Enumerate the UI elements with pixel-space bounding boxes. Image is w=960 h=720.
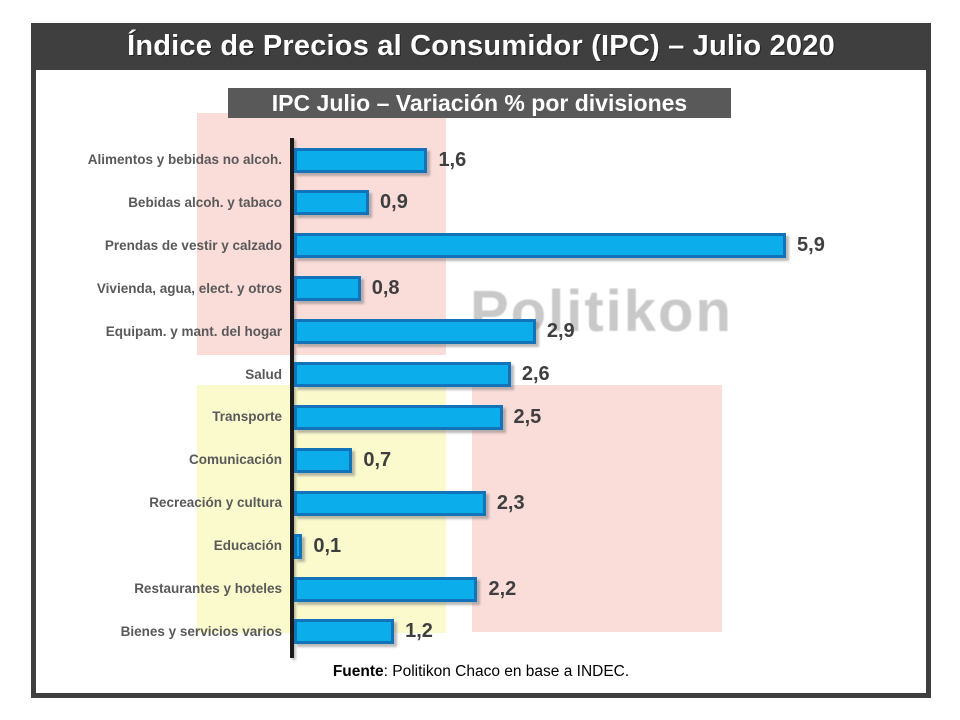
category-label: Bebidas alcoh. y tabaco: [128, 194, 282, 210]
value-label: 2,3: [496, 491, 525, 514]
bar: [294, 190, 370, 216]
value-label: 0,9: [380, 191, 408, 214]
bar: [294, 276, 361, 302]
category-label: Bienes y servicios varios: [120, 623, 282, 639]
value-label: 0,7: [363, 448, 392, 471]
category-label: Alimentos y bebidas no alcoh.: [87, 152, 282, 167]
value-label: 2,5: [513, 405, 542, 428]
source-note-text: : Politikon Chaco en base a INDEC.: [383, 663, 630, 680]
value-label: 2,9: [546, 320, 575, 343]
category-label: Salud: [245, 366, 282, 382]
bar: [294, 533, 303, 559]
bar: [294, 362, 511, 387]
source-note-label: Fuente: [332, 663, 384, 680]
value-label: 2,6: [521, 363, 550, 385]
bar: [294, 233, 787, 259]
value-label: 1,6: [438, 148, 467, 171]
background-block-pink-right: [472, 385, 722, 632]
category-label: Recreación y cultura: [149, 495, 282, 511]
bar: [294, 619, 395, 645]
page-title: Índice de Precios al Consumidor (IPC) – …: [31, 23, 931, 70]
y-axis-line: [290, 138, 294, 658]
category-label: Comunicación: [188, 452, 282, 468]
value-label: 1,2: [405, 620, 433, 643]
value-label: 5,9: [797, 234, 825, 257]
bar: [294, 319, 536, 345]
category-label: Transporte: [212, 409, 282, 425]
chart-title: IPC Julio – Variación % por divisiones: [228, 88, 731, 118]
category-label: Equipam. y mant. del hogar: [105, 323, 282, 339]
source-note: Fuente: Politikon Chaco en base a INDEC.: [36, 663, 926, 681]
bar: [294, 447, 353, 473]
bar: [294, 147, 428, 173]
category-label: Vivienda, agua, elect. y otros: [96, 280, 282, 296]
value-label: 0,1: [313, 534, 342, 557]
bar: [294, 576, 478, 602]
value-label: 0,8: [371, 277, 400, 300]
category-label: Restaurantes y hoteles: [134, 581, 282, 596]
category-label: Educación: [213, 538, 282, 554]
bar: [294, 490, 486, 516]
bar: [294, 404, 503, 430]
value-label: 2,2: [488, 577, 517, 600]
category-label: Prendas de vestir y calzado: [104, 237, 282, 253]
